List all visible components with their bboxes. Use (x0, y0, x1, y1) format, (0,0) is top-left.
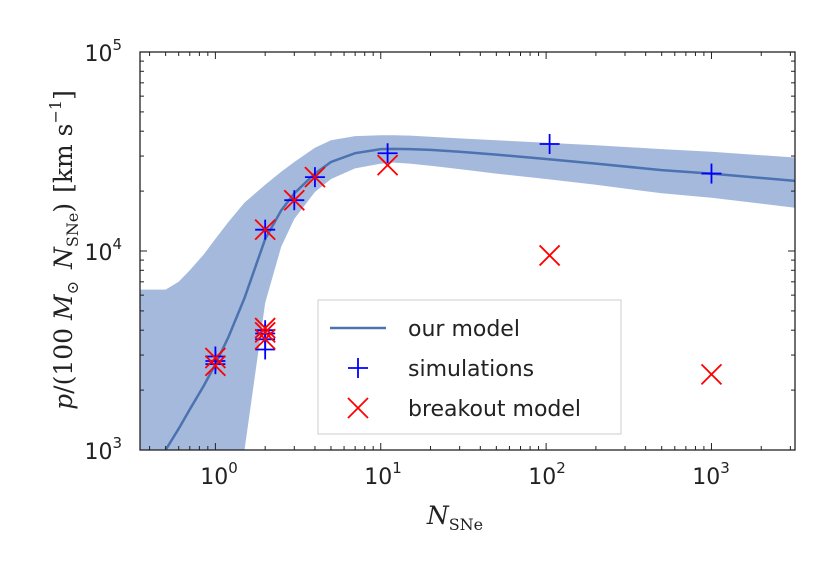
legend-label-simulations: simulations (408, 357, 534, 382)
breakout-point (204, 347, 227, 369)
model-band-area (140, 135, 795, 450)
ticks (140, 51, 795, 451)
y-axis-label: p/(100 M⊙NSNe)[km s−1] (46, 90, 82, 410)
simulation-point (701, 163, 722, 184)
x-tick-label-100: 102 (528, 459, 566, 490)
breakout-point (254, 328, 276, 350)
simulation-point (255, 320, 276, 341)
marker-layer (204, 133, 723, 385)
breakout-point (254, 317, 276, 339)
x-axis-label: NSNe (426, 501, 483, 534)
x-tick-label-1: 100 (200, 459, 238, 490)
breakout-point (204, 355, 227, 377)
legend-box (317, 299, 622, 435)
breakout-point (700, 363, 723, 385)
legend-label-breakout-model: breakout model (408, 397, 581, 422)
breakout-point (283, 189, 305, 211)
y-tick-label-1e5: 105 (84, 36, 122, 67)
breakout-point (538, 244, 561, 267)
y-tick-label-1e4: 104 (84, 235, 122, 266)
breakout-point (254, 219, 276, 241)
legend-marker-simulations (348, 358, 368, 378)
x-tick-label-1000: 103 (692, 459, 730, 490)
simulation-point (377, 143, 398, 164)
legend-marker-breakout-model (347, 397, 369, 419)
breakout-point (304, 166, 326, 188)
breakout-point (254, 321, 276, 344)
y-tick-label-1e3: 103 (84, 434, 122, 465)
legend: our model simulations breakout model (317, 299, 622, 435)
breakout-point (376, 154, 399, 176)
x-tick-label-10: 101 (364, 459, 402, 490)
simulation-point (205, 346, 226, 367)
confidence-band (140, 135, 795, 450)
legend-label-our-model: our model (408, 317, 520, 342)
simulation-point (539, 133, 560, 154)
